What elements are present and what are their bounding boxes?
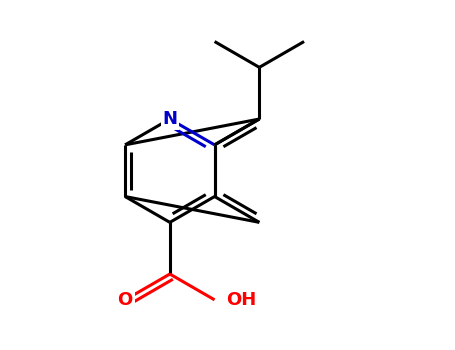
Text: OH: OH xyxy=(226,291,256,309)
Text: N: N xyxy=(162,110,177,128)
Text: O: O xyxy=(117,291,133,309)
